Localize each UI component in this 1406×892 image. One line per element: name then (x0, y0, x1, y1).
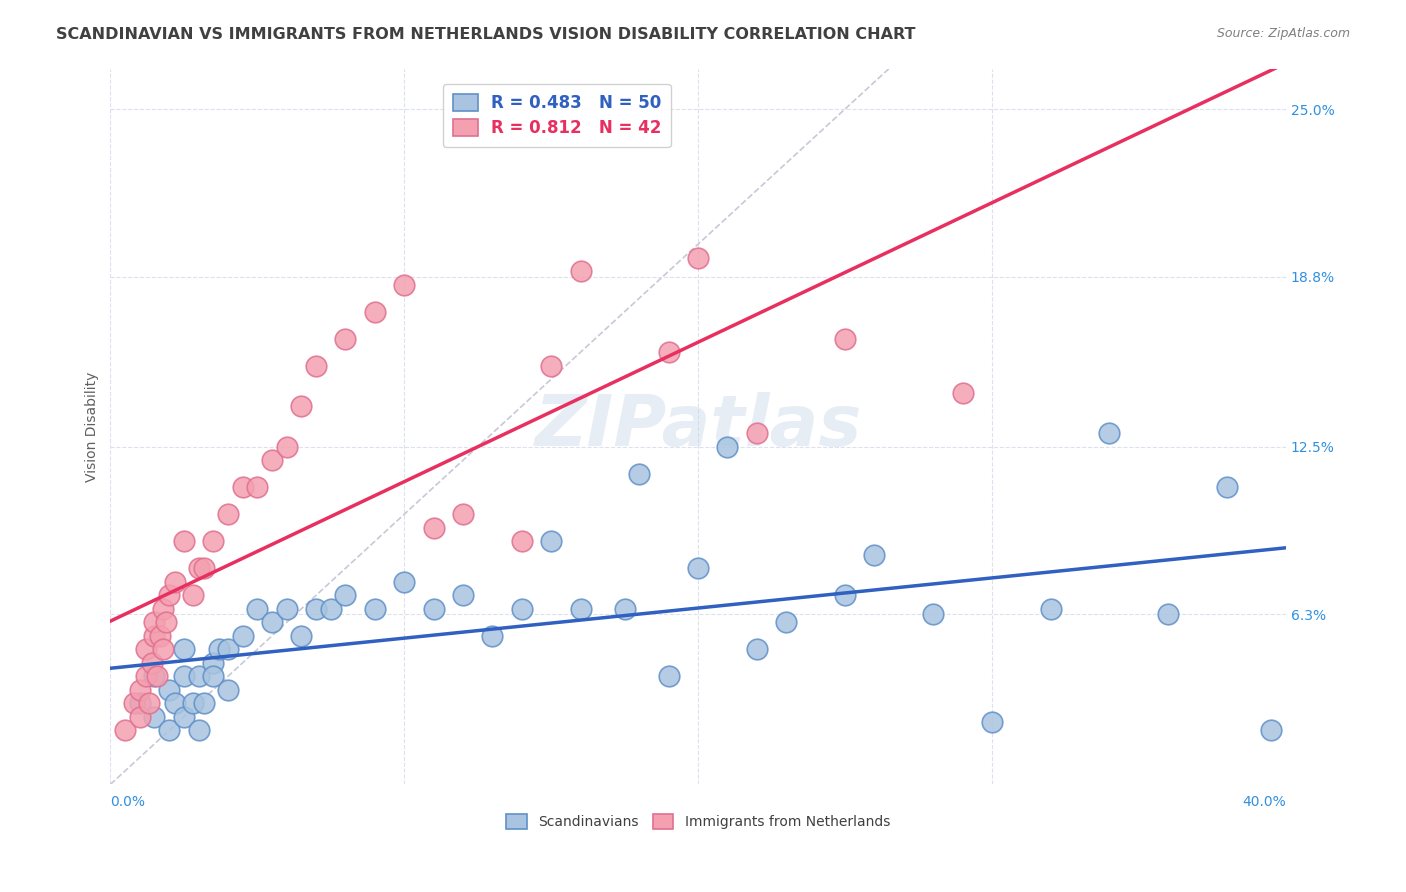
Point (138, 697, 160, 711)
Point (157, 723, 180, 738)
Point (290, 399, 312, 413)
Point (155, 615, 177, 630)
Point (1039, 602, 1062, 616)
Point (688, 561, 710, 575)
Point (481, 629, 503, 643)
Point (208, 642, 231, 657)
Point (422, 521, 444, 535)
Point (305, 602, 328, 616)
Point (1216, 480, 1239, 494)
Point (335, 332, 357, 346)
Point (232, 629, 254, 643)
Point (135, 669, 157, 683)
Point (202, 656, 225, 670)
Point (217, 508, 239, 522)
Text: SCANDINAVIAN VS IMMIGRANTS FROM NETHERLANDS VISION DISABILITY CORRELATION CHART: SCANDINAVIAN VS IMMIGRANTS FROM NETHERLA… (56, 27, 915, 42)
Point (152, 642, 174, 657)
Point (290, 629, 312, 643)
Point (569, 264, 592, 278)
Point (202, 669, 225, 683)
Point (173, 534, 195, 549)
Point (775, 615, 797, 630)
Point (143, 669, 166, 683)
Point (1260, 723, 1282, 738)
Point (181, 697, 204, 711)
Point (540, 359, 562, 373)
Point (149, 629, 172, 643)
Point (135, 642, 157, 657)
Point (394, 574, 416, 589)
Point (952, 385, 974, 400)
Point (187, 561, 209, 575)
Point (173, 642, 195, 657)
Text: 0.0%: 0.0% (111, 795, 145, 809)
Point (193, 561, 215, 575)
Text: 40.0%: 40.0% (1241, 795, 1285, 809)
Point (834, 588, 856, 602)
Text: Source: ZipAtlas.com: Source: ZipAtlas.com (1216, 27, 1350, 40)
Point (181, 588, 204, 602)
Point (157, 588, 180, 602)
Point (510, 602, 533, 616)
Point (745, 426, 768, 441)
Point (157, 682, 180, 697)
Point (716, 440, 738, 454)
Point (335, 588, 357, 602)
Point (540, 534, 562, 549)
Point (165, 697, 187, 711)
Point (152, 602, 174, 616)
Point (260, 615, 283, 630)
Point (260, 453, 283, 467)
Point (146, 669, 169, 683)
Point (202, 534, 225, 549)
Point (143, 615, 166, 630)
Point (569, 602, 592, 616)
Point (745, 642, 768, 657)
Point (364, 304, 387, 318)
Point (834, 332, 856, 346)
Point (276, 440, 298, 454)
Point (128, 682, 150, 697)
Point (193, 697, 215, 711)
Point (122, 697, 145, 711)
Point (143, 710, 166, 724)
Point (613, 602, 636, 616)
Point (1098, 426, 1121, 441)
Point (165, 574, 187, 589)
Point (128, 697, 150, 711)
Point (217, 682, 239, 697)
Point (276, 602, 298, 616)
Point (922, 607, 945, 622)
Point (173, 710, 195, 724)
Point (305, 359, 328, 373)
Point (128, 710, 150, 724)
Legend: Scandinavians, Immigrants from Netherlands: Scandinavians, Immigrants from Netherlan… (501, 809, 896, 835)
Point (364, 602, 387, 616)
Point (187, 723, 209, 738)
Point (217, 642, 239, 657)
Point (114, 723, 136, 738)
Point (141, 656, 163, 670)
Point (688, 251, 710, 265)
Point (510, 534, 533, 549)
Point (143, 629, 166, 643)
Point (451, 508, 474, 522)
Point (451, 588, 474, 602)
Point (981, 715, 1004, 730)
Point (246, 480, 269, 494)
Point (394, 277, 416, 292)
Point (187, 669, 209, 683)
Point (628, 467, 651, 481)
Point (658, 669, 681, 683)
Point (246, 602, 269, 616)
Point (173, 669, 195, 683)
Y-axis label: Vision Disability: Vision Disability (86, 371, 100, 482)
Point (319, 602, 342, 616)
Point (422, 602, 444, 616)
Point (863, 548, 886, 562)
Text: ZIPatlas: ZIPatlas (534, 392, 862, 461)
Point (232, 480, 254, 494)
Point (1157, 607, 1180, 622)
Point (658, 345, 681, 359)
